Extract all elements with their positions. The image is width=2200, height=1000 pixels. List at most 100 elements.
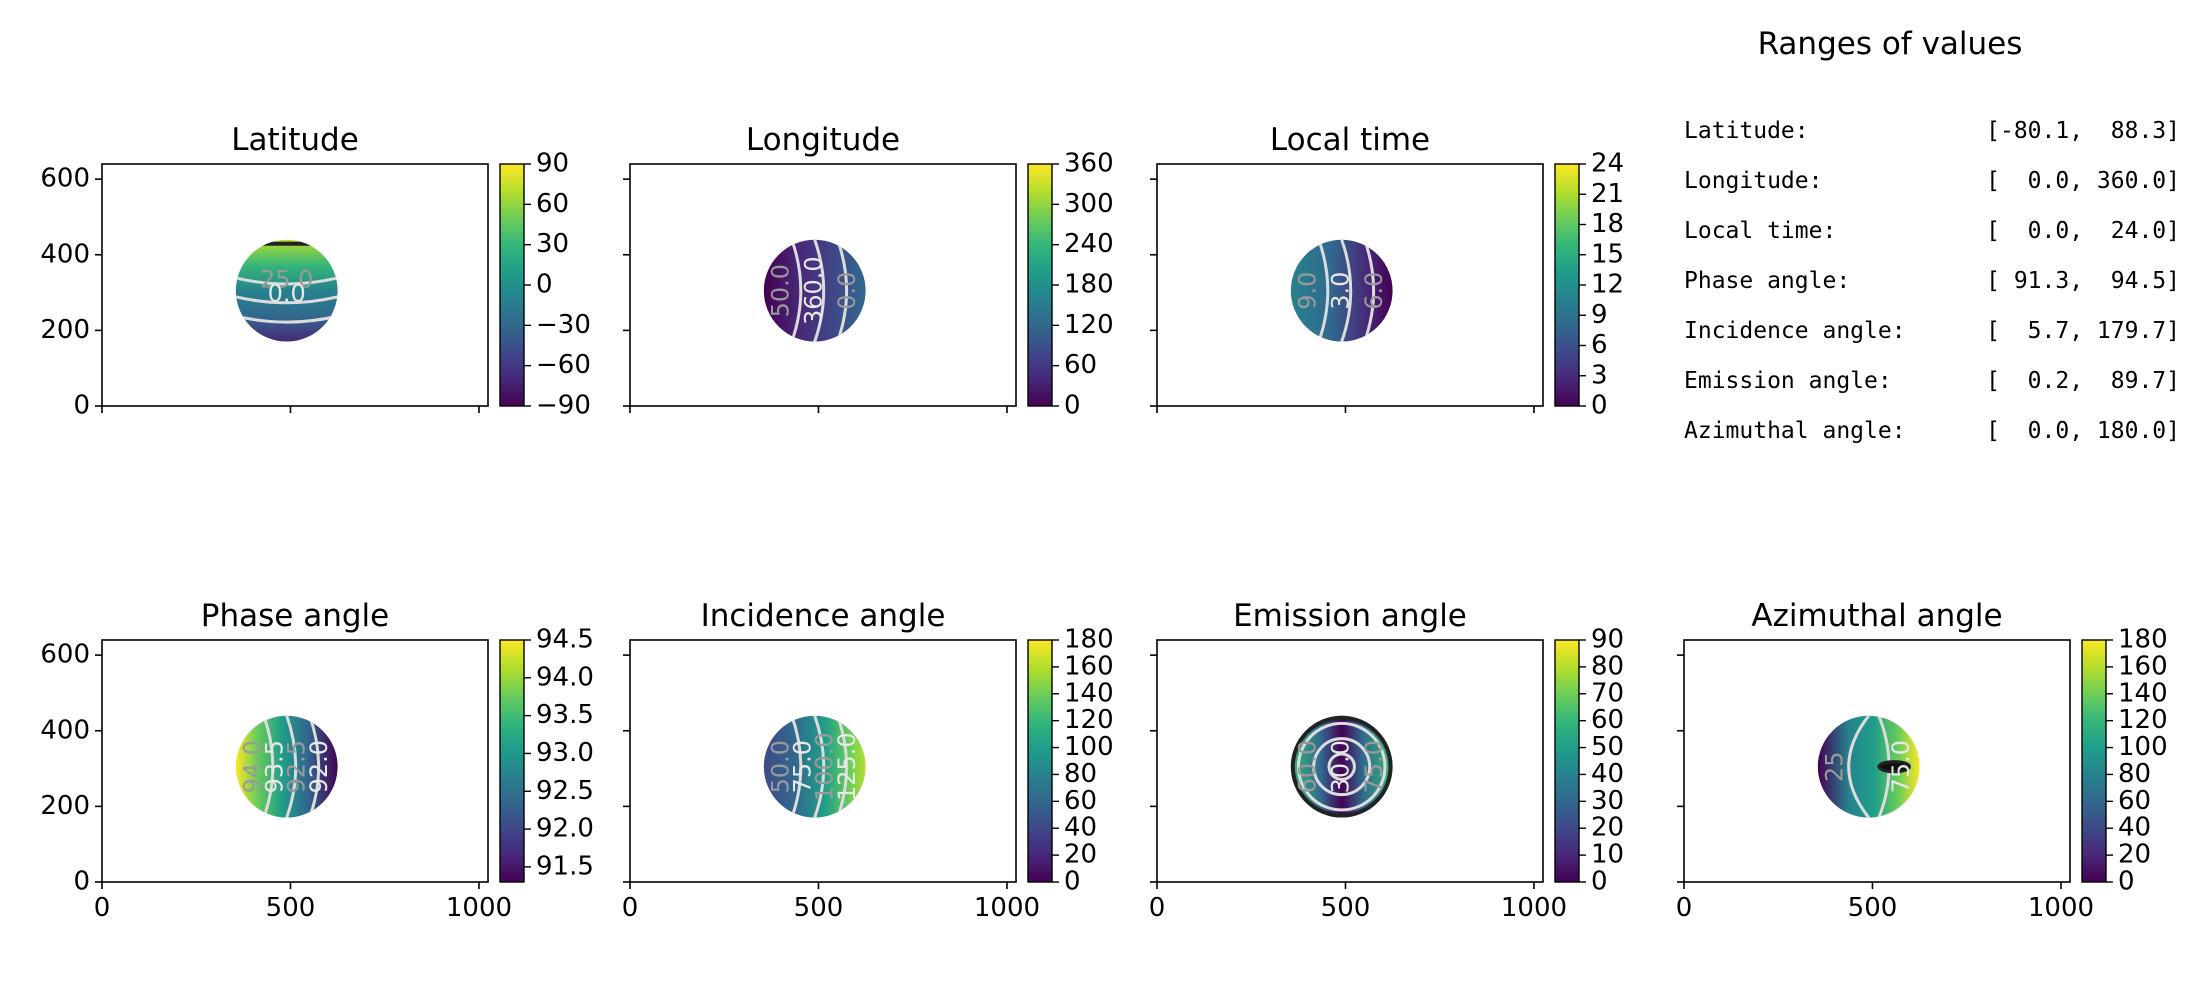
colorbar-tick-label: 80	[1591, 651, 1624, 681]
range-row: Phase angle: [ 91.3, 94.5]	[1684, 268, 2180, 304]
colorbar-tick-label: 70	[1591, 678, 1624, 708]
colorbar-tick-label: 60	[1064, 350, 1097, 380]
axes-frame	[101, 163, 489, 407]
contour-lines	[1290, 715, 1393, 818]
colorbar-tick-label: 40	[1064, 813, 1097, 843]
colorbar-tick-label: 240	[1064, 229, 1114, 259]
contour-label: 93.5	[261, 740, 289, 793]
range-label: Latitude:	[1684, 118, 1809, 144]
colorbar-tick-label: 60	[536, 189, 569, 219]
y-tick-label: 200	[40, 315, 90, 345]
contour-label: 94.0	[239, 740, 267, 793]
axes-frame	[629, 639, 1017, 883]
axes-frame	[1156, 163, 1544, 407]
colorbar-tick-label: 24	[1591, 149, 1624, 179]
colorbar-tick-label: 94.5	[536, 625, 594, 655]
panel-title: Incidence angle	[701, 598, 946, 634]
range-label: Emission angle:	[1684, 368, 1892, 394]
range-value: [ 0.2, 89.7]	[1986, 368, 2180, 394]
axes-frame	[1683, 639, 2071, 883]
colorbar-tick-label: 140	[1064, 678, 1114, 708]
y-tick-label: 400	[40, 239, 90, 269]
range-label: Phase angle:	[1684, 268, 1851, 294]
contour-label: 75.0	[1887, 740, 1915, 793]
x-tick-label: 0	[1149, 893, 1166, 923]
panel-title: Emission angle	[1233, 598, 1467, 634]
disk-map	[763, 239, 866, 342]
colorbar-tick-label: 60	[1064, 786, 1097, 816]
colorbar-tick-label: 91.5	[536, 851, 594, 881]
contour-label: 0.0	[833, 272, 861, 310]
colorbar-tick-label: 80	[1064, 759, 1097, 789]
colorbar-tick-label: 0	[536, 270, 553, 300]
colorbar-tick-label: 120	[1064, 310, 1114, 340]
x-tick-label: 1000	[2028, 893, 2094, 923]
contour-label: 75.0	[789, 740, 817, 793]
y-tick-label: 600	[40, 164, 90, 194]
colorbar-tick-label: 10	[1591, 840, 1624, 870]
colorbar-tick-label: 30	[536, 229, 569, 259]
contour-label: 75.0	[1360, 740, 1388, 793]
contour-label: 3.0	[1327, 272, 1355, 310]
range-value: [-80.1, 88.3]	[1986, 118, 2180, 144]
colorbar-tick-label: 90	[536, 149, 569, 179]
x-tick-label: 0	[94, 893, 111, 923]
colorbar-tick-label: 40	[2118, 813, 2151, 843]
colorbar	[1027, 639, 1053, 883]
x-tick-label: 500	[1848, 893, 1898, 923]
contour-label: 50.0	[767, 264, 795, 317]
colorbar-tick-label: 180	[2118, 625, 2168, 655]
ranges-title: Ranges of values	[1757, 26, 2023, 62]
colorbar-tick-label: 60	[1591, 705, 1624, 735]
colorbar-tick-label: 80	[2118, 759, 2151, 789]
y-tick-label: 400	[40, 715, 90, 745]
colorbar-tick-label: 92.5	[536, 776, 594, 806]
x-tick-label: 0	[622, 893, 639, 923]
colorbar-tick-label: 0	[1064, 391, 1081, 421]
range-label: Incidence angle:	[1684, 318, 1906, 344]
contour-lines	[790, 715, 849, 818]
contour-label: 30.0	[1327, 740, 1355, 793]
colorbar-tick-label: 9	[1591, 300, 1608, 330]
colorbar-tick-label: 140	[2118, 678, 2168, 708]
colorbar-tick-label: 0	[1064, 867, 1081, 897]
disk-map	[1290, 715, 1393, 818]
contour-label: 92.5	[283, 740, 311, 793]
colorbar-tick-label: 180	[1064, 625, 1114, 655]
contour-label: 6.0	[1360, 272, 1388, 310]
axes-frame	[629, 163, 1017, 407]
colorbar-tick-label: 0	[1591, 391, 1608, 421]
colorbar-tick-label: 0	[1591, 867, 1608, 897]
panel-latitude: Latitude 25.00.0 0 200 400 600 90 60 30 0 −30 −60 −9…	[40, 122, 591, 421]
colorbar-tick-label: 93.5	[536, 700, 594, 730]
range-label: Azimuthal angle:	[1684, 418, 1906, 444]
range-row: Local time: [ 0.0, 24.0]	[1684, 218, 2180, 254]
colorbar-tick-label: 60	[2118, 786, 2151, 816]
colorbar-tick-label: 100	[1064, 732, 1114, 762]
panel-title: Phase angle	[201, 598, 389, 634]
colorbar-tick-label: 15	[1591, 239, 1624, 269]
range-row: Emission angle: [ 0.2, 89.7]	[1684, 368, 2180, 404]
range-row: Incidence angle: [ 5.7, 179.7]	[1684, 318, 2180, 354]
x-tick-label: 1000	[1501, 893, 1567, 923]
contour-lines	[1847, 715, 1911, 818]
range-row: Azimuthal angle: [ 0.0, 180.0]	[1684, 418, 2180, 454]
contour-label: 9.0	[1294, 272, 1322, 310]
axes-frame	[101, 639, 489, 883]
colorbar-tick-label: 360	[1064, 149, 1114, 179]
contour-label: 0.0	[268, 280, 306, 308]
x-tick-label: 500	[794, 893, 844, 923]
range-value: [ 5.7, 179.7]	[1986, 318, 2180, 344]
colorbar-tick-label: 50	[1591, 732, 1624, 762]
x-tick-label: 1000	[446, 893, 512, 923]
axes-frame	[1156, 639, 1544, 883]
contour-label: 60.0	[1294, 740, 1322, 793]
panel-title: Azimuthal angle	[1751, 598, 2002, 634]
contour-label: 360.0	[800, 256, 828, 325]
contour-lines	[790, 239, 849, 342]
contour-label: 25.0	[260, 265, 313, 293]
